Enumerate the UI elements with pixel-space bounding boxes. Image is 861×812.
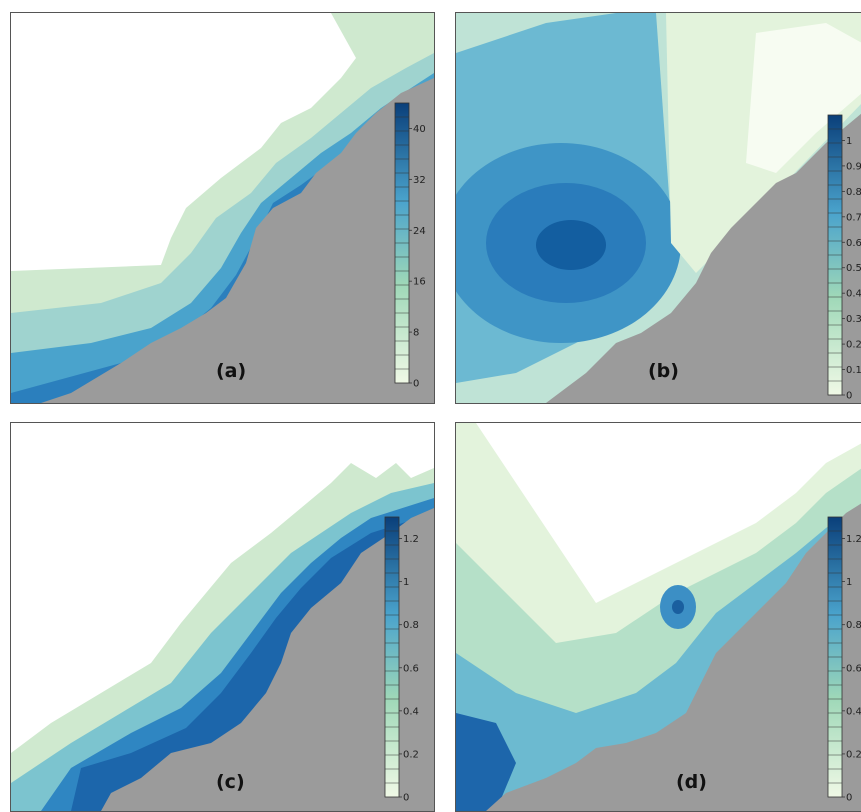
panel-a: 0 8 16 24 32 40 (a) xyxy=(10,12,435,404)
land xyxy=(41,78,434,403)
colorbar-c-tick-label: 0.6 xyxy=(403,663,419,674)
colorbar-b-tick-label: 0 xyxy=(846,391,852,402)
colorbar-a: 0 8 16 24 32 40 xyxy=(394,102,426,390)
colorbar-d-tick-label: 1.2 xyxy=(846,534,861,545)
colorbar-c-tick-label: 1.2 xyxy=(403,534,419,545)
colorbar-c-tick-label: 0 xyxy=(403,793,409,804)
land-d xyxy=(486,503,861,811)
land-c xyxy=(101,508,434,811)
colorbar-d-tick-label: 1 xyxy=(846,577,852,588)
colorbar-a-tick-label: 16 xyxy=(413,277,426,288)
colorbar-c: 0 0.2 0.4 0.6 0.8 1 1.2 xyxy=(384,516,419,804)
colorbar-b-tick-label: 0.4 xyxy=(846,289,861,300)
colorbar-a-tick-label: 40 xyxy=(413,124,426,135)
panel-label-b: (b) xyxy=(648,360,679,382)
colorbar-c-tick-label: 0.4 xyxy=(403,706,419,717)
land-b xyxy=(546,113,861,403)
map-b: 0 0.1 0.2 0.3 0.4 0.5 0.6 0.7 0.8 0.9 1 xyxy=(456,13,861,403)
colorbar-d-tick-label: 0.8 xyxy=(846,620,861,631)
water-light-b xyxy=(746,23,861,173)
colorbar-c-tick-label: 0.8 xyxy=(403,620,419,631)
colorbar-b-tick-label: 0.2 xyxy=(846,340,861,351)
colorbar-b-tick-label: 1 xyxy=(846,136,852,147)
colorbar-b-tick-label: 0.8 xyxy=(846,187,861,198)
map-a: 0 8 16 24 32 40 xyxy=(11,13,434,403)
panel-label-a: (a) xyxy=(216,360,247,382)
panel-c: 0 0.2 0.4 0.6 0.8 1 1.2 (c) xyxy=(10,422,435,812)
colorbar-b-tick-label: 0.1 xyxy=(846,365,861,376)
colorbar-d-tick-label: 0.4 xyxy=(846,706,861,717)
colorbar-d: 0 0.2 0.4 0.6 0.8 1 1.2 xyxy=(827,516,861,804)
colorbar-b-tick-label: 0.7 xyxy=(846,212,861,223)
colorbar-d-tick-label: 0.2 xyxy=(846,749,861,760)
colorbar-b-tick-label: 0.5 xyxy=(846,263,861,274)
panel-label-d: (d) xyxy=(676,771,707,793)
colorbar-a-tick-label: 24 xyxy=(413,226,426,237)
colorbar-d-tick-label: 0 xyxy=(846,793,852,804)
water-band-d-left xyxy=(456,713,516,811)
colorbar-b-tick-label: 0.9 xyxy=(846,161,861,172)
colorbar-c-tick-label: 0.2 xyxy=(403,749,419,760)
colorbar-b-tick-label: 0.3 xyxy=(846,314,861,325)
panel-d: 0 0.2 0.4 0.6 0.8 1 1.2 (d) xyxy=(455,422,861,812)
water-spot-d-core xyxy=(672,600,684,614)
colorbar-d-tick-label: 0.6 xyxy=(846,663,861,674)
colorbar-a-tick-label: 32 xyxy=(413,175,426,186)
panel-b: 0 0.1 0.2 0.3 0.4 0.5 0.6 0.7 0.8 0.9 1 (b) xyxy=(455,12,861,404)
panel-label-c: (c) xyxy=(216,771,245,793)
colorbar-a-tick-label: 0 xyxy=(413,379,419,390)
map-d: 0 0.2 0.4 0.6 0.8 1 1.2 xyxy=(456,423,861,811)
colorbar-b: 0 0.1 0.2 0.3 0.4 0.5 0.6 0.7 0.8 0.9 1 xyxy=(827,114,861,402)
colorbar-a-tick-label: 8 xyxy=(413,328,419,339)
colorbar-c-tick-label: 1 xyxy=(403,577,409,588)
water-eddy-b-core xyxy=(536,220,606,270)
map-c: 0 0.2 0.4 0.6 0.8 1 1.2 xyxy=(11,463,434,811)
colorbar-b-tick-label: 0.6 xyxy=(846,238,861,249)
